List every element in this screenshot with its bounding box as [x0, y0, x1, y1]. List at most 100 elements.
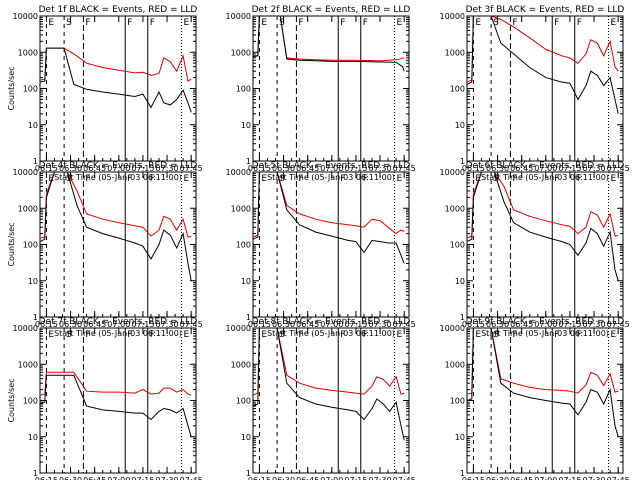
- event-marker-label: F: [554, 174, 559, 184]
- x-tick-label: 06:15: [35, 320, 58, 329]
- x-tick-label: 06:30: [486, 164, 509, 173]
- chart-title: Det 6f BLACK = Events, RED = LLD: [466, 161, 625, 171]
- y-tick-label: 10: [455, 433, 465, 442]
- event-marker-label: S: [279, 18, 285, 28]
- y-tick-label: 1: [460, 313, 465, 322]
- y-tick-label: 10: [241, 433, 251, 442]
- lld-series-line: [466, 15, 619, 83]
- x-tick-label: 07:00: [107, 164, 130, 173]
- x-tick-label: 07:30: [583, 320, 606, 329]
- x-tick-label: 06:15: [248, 320, 271, 329]
- x-tick-label: 06:15: [462, 320, 485, 329]
- x-tick-label: 06:45: [296, 164, 319, 173]
- event-marker-label: F: [127, 18, 132, 28]
- y-tick-label: 10000: [13, 168, 38, 177]
- event-marker-label: S: [493, 18, 499, 28]
- x-tick-label: 06:30: [59, 476, 82, 480]
- y-tick-label: 10: [241, 277, 251, 286]
- events-series-line: [39, 171, 192, 281]
- chart-panel: Det 9f BLACK = Events, RED = LLD 1 10 100 10…: [440, 317, 630, 480]
- event-marker-label: F: [512, 18, 517, 28]
- plot-frame: [466, 171, 624, 318]
- event-marker-label: E: [611, 330, 617, 340]
- x-tick-label: 07:45: [393, 164, 416, 173]
- x-tick-label: 06:30: [486, 320, 509, 329]
- x-tick-label: 07:15: [558, 164, 581, 173]
- x-tick-label: 07:15: [344, 320, 367, 329]
- chart-panel: Det 6f BLACK = Events, RED = LLD 1 10 100 10…: [440, 161, 630, 338]
- event-marker-label: S: [279, 330, 285, 340]
- x-tick-label: 07:45: [393, 476, 416, 480]
- event-marker-label: E: [397, 174, 403, 184]
- event-marker-label: E: [48, 18, 54, 28]
- event-marker-label: F: [554, 330, 559, 340]
- event-marker-label: E: [261, 330, 267, 340]
- event-marker-label: F: [340, 18, 345, 28]
- y-tick-label: 100: [236, 397, 251, 406]
- chart-panel: Det 4f BLACK = Events, RED = LLD 1 10 100 10…: [7, 161, 203, 338]
- event-marker-label: F: [577, 18, 582, 28]
- x-tick-label: 06:15: [462, 164, 485, 173]
- chart-panel: Det 1f BLACK = Events, RED = LLD 1 10 100 10…: [7, 5, 203, 182]
- event-marker-label: F: [554, 18, 559, 28]
- x-tick-label: 06:45: [83, 320, 106, 329]
- plot-frame: [39, 15, 197, 162]
- x-tick-label: 07:15: [131, 164, 154, 173]
- x-tick-label: 07:15: [344, 476, 367, 480]
- y-tick-label: 100: [450, 241, 465, 250]
- event-marker-label: F: [127, 330, 132, 340]
- x-tick-label: 07:30: [583, 164, 606, 173]
- y-tick-label: 10000: [440, 168, 465, 177]
- event-marker-label: F: [340, 174, 345, 184]
- x-tick-label: 06:30: [272, 164, 295, 173]
- y-tick-label: 1000: [445, 204, 465, 213]
- x-tick-label: 06:30: [486, 476, 509, 480]
- y-tick-label: 10000: [226, 168, 251, 177]
- x-tick-label: 07:45: [607, 164, 630, 173]
- event-marker-label: E: [475, 330, 481, 340]
- event-marker-label: F: [577, 174, 582, 184]
- y-tick-label: 1: [460, 157, 465, 166]
- x-tick-label: 06:15: [35, 164, 58, 173]
- x-tick-label: 07:30: [583, 476, 606, 480]
- chart-title: Det 2f BLACK = Events, RED = LLD: [252, 5, 411, 15]
- x-tick-label: 06:15: [248, 164, 271, 173]
- chart-panel: Det 2f BLACK = Events, RED = LLD 1 10 100 10…: [226, 5, 416, 182]
- x-tick-label: 06:15: [35, 476, 58, 480]
- events-series-line: [252, 15, 405, 72]
- x-tick-label: 07:00: [107, 476, 130, 480]
- event-marker-label: E: [611, 174, 617, 184]
- chart-panel: Det 3f BLACK = Events, RED = LLD 1 10 100 10…: [440, 5, 630, 182]
- y-tick-label: 100: [236, 241, 251, 250]
- event-marker-label: F: [298, 18, 303, 28]
- x-axis-label: Start Time (05-Jan-03 06:11:00): [267, 173, 395, 182]
- x-tick-label: 06:30: [272, 476, 295, 480]
- x-tick-label: 07:30: [156, 320, 179, 329]
- event-marker-label: F: [577, 330, 582, 340]
- event-marker-label: E: [48, 330, 54, 340]
- y-tick-label: 1: [246, 157, 251, 166]
- plot-frame: [39, 327, 197, 474]
- x-tick-label: 07:45: [607, 320, 630, 329]
- chart-panel: Det 7f BLACK = Events, RED = LLD 1 10 100 10…: [7, 317, 203, 480]
- y-tick-label: 1000: [18, 204, 38, 213]
- y-tick-label: 100: [236, 85, 251, 94]
- x-tick-label: 06:30: [272, 320, 295, 329]
- x-axis-label: Start Time (05-Jan-03 06:11:00): [267, 329, 395, 338]
- x-tick-label: 07:15: [131, 476, 154, 480]
- x-axis-label: Start Time (05-Jan-03 06:11:00): [54, 329, 182, 338]
- y-tick-label: 1000: [18, 360, 38, 369]
- plot-frame: [252, 327, 410, 474]
- events-series-line: [466, 171, 619, 281]
- x-tick-label: 06:30: [59, 320, 82, 329]
- x-tick-label: 06:15: [462, 476, 485, 480]
- y-tick-label: 10: [241, 121, 251, 130]
- y-tick-label: 1: [33, 313, 38, 322]
- event-marker-label: F: [85, 18, 90, 28]
- y-tick-label: 10: [28, 433, 38, 442]
- events-series-line: [466, 15, 619, 114]
- x-tick-label: 07:15: [344, 164, 367, 173]
- y-tick-label: 10: [28, 121, 38, 130]
- y-tick-label: 100: [23, 85, 38, 94]
- x-tick-label: 06:45: [296, 476, 319, 480]
